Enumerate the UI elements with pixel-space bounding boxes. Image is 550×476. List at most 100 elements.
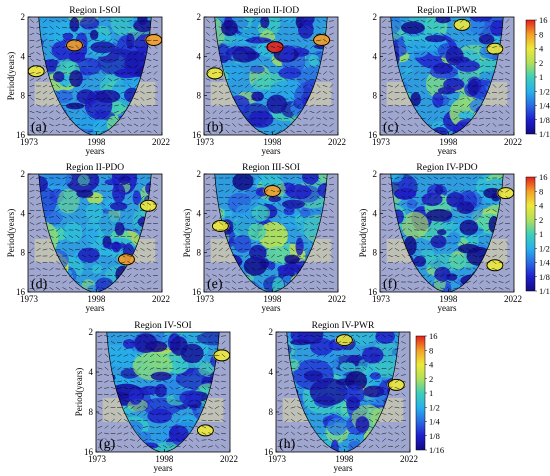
panel-title: Region IV-PWR <box>312 321 375 331</box>
y-tick-label: 4 <box>21 208 26 218</box>
x-tick-label: 1973 <box>196 294 215 304</box>
y-tick-label: 4 <box>89 367 94 377</box>
panel-label: (e) <box>207 277 223 292</box>
x-tick-label: 1973 <box>20 294 39 304</box>
y-tick-label: 16 <box>264 447 274 457</box>
panel-label: (c) <box>383 120 399 135</box>
x-tick-label: 1973 <box>268 454 287 464</box>
x-tick-label: 2022 <box>152 294 170 304</box>
x-tick-label: 2022 <box>328 294 346 304</box>
plot-frame <box>203 16 339 136</box>
high-coherence-region <box>117 253 136 266</box>
x-axis-label: years <box>262 303 281 313</box>
plot-frame <box>203 173 339 293</box>
significance-contour <box>117 253 135 266</box>
phase-arrows <box>381 176 510 291</box>
colorbar-tick-label: 4 <box>429 360 434 370</box>
x-tick-label: 1973 <box>196 137 215 147</box>
y-axis-label: Period(years) <box>6 209 16 257</box>
phase-arrows <box>29 19 158 134</box>
colorbar-tick-label: 1/2 <box>429 402 440 412</box>
x-tick-label: 1998 <box>87 137 106 147</box>
colorbar-tick-label: 8 <box>539 29 543 39</box>
panel-title: Region IV-SOI <box>134 321 191 331</box>
x-axis-label: years <box>438 146 457 156</box>
y-axis-label: Period(years) <box>182 209 192 257</box>
y-tick-label: 2 <box>197 169 202 179</box>
significance-contour <box>335 334 353 347</box>
high-coherence-region <box>453 18 471 31</box>
colorbar-tick-label: 16 <box>539 172 548 182</box>
colorbar-tick-label: 1 <box>539 72 543 82</box>
y-axis-label: Period(years) <box>74 368 84 416</box>
y-tick-label: 8 <box>197 91 202 101</box>
x-axis-label: years <box>334 463 353 473</box>
high-coherence-region <box>205 67 224 80</box>
y-tick-label: 16 <box>84 447 94 457</box>
significance-contour <box>211 220 229 232</box>
high-coherence-region <box>335 334 354 347</box>
x-tick-label: 1998 <box>439 294 458 304</box>
colorbar-2: 16 8 4 2 1 1/2 1/4 1/8 1/16 <box>525 172 550 296</box>
y-tick-label: 16 <box>192 130 202 140</box>
high-coherence-region <box>28 65 46 78</box>
y-tick-label: 4 <box>197 51 202 61</box>
high-coherence-region <box>212 349 230 362</box>
y-tick-label: 2 <box>269 327 274 337</box>
y-tick-label: 4 <box>21 51 26 61</box>
plot-frame <box>275 331 411 453</box>
colorbar-tick-label: 1/16 <box>539 286 550 296</box>
y-axis-label: Period(years) <box>6 52 16 100</box>
panel-label: (g) <box>99 437 116 452</box>
colorbar-tick-label: 4 <box>539 201 544 211</box>
y-tick-label: 4 <box>373 208 378 218</box>
colorbar-tick-label: 1/8 <box>429 431 440 441</box>
colorbar-tick-label: 1/8 <box>539 272 550 282</box>
colorbar-tick-label: 2 <box>539 215 543 225</box>
x-tick-label: 1998 <box>87 294 106 304</box>
x-axis-label: years <box>154 463 173 473</box>
panel-label: (h) <box>279 437 296 452</box>
x-tick-label: 1973 <box>372 294 391 304</box>
colorbar-tick-label: 1 <box>539 229 543 239</box>
significance-contour <box>453 18 471 31</box>
colorbar-gradient <box>525 176 536 292</box>
colorbar-tick-label: 1/2 <box>539 86 550 96</box>
phase-arrows <box>277 334 406 449</box>
x-tick-label: 2022 <box>152 137 170 147</box>
high-coherence-region <box>266 41 285 54</box>
x-tick-label: 2022 <box>220 454 238 464</box>
y-tick-label: 8 <box>197 248 202 258</box>
y-tick-label: 16 <box>16 287 26 297</box>
phase-arrows <box>205 176 334 291</box>
x-tick-label: 1973 <box>372 137 391 147</box>
x-axis-label: years <box>438 303 457 313</box>
y-tick-label: 16 <box>368 287 378 297</box>
high-coherence-region <box>263 185 282 197</box>
y-tick-label: 4 <box>373 51 378 61</box>
significance-contour <box>387 378 405 391</box>
colorbar-gradient <box>525 19 536 135</box>
plot-frame <box>379 173 515 293</box>
panel-title: Region IV-PDO <box>416 163 477 173</box>
colorbar-tick-label: 16 <box>429 331 438 341</box>
colorbar-tick-label: 8 <box>429 345 433 355</box>
y-tick-label: 2 <box>21 169 26 179</box>
y-tick-label: 8 <box>373 248 378 258</box>
colorbar-tick-label: 1/4 <box>429 417 441 427</box>
high-coherence-region <box>196 424 215 437</box>
y-tick-label: 8 <box>89 407 94 417</box>
high-coherence-region <box>485 42 504 55</box>
colorbar-3: 16 8 4 2 1 1/2 1/4 1/8 1/16 <box>415 331 444 455</box>
colorbar-tick-label: 1/4 <box>539 101 550 111</box>
plot-frame <box>27 16 163 136</box>
panel-label: (b) <box>207 120 224 135</box>
high-coherence-region <box>65 39 84 52</box>
phase-arrows <box>29 176 158 291</box>
colorbar-tick-label: 2 <box>429 374 433 384</box>
y-tick-label: 2 <box>197 12 202 22</box>
